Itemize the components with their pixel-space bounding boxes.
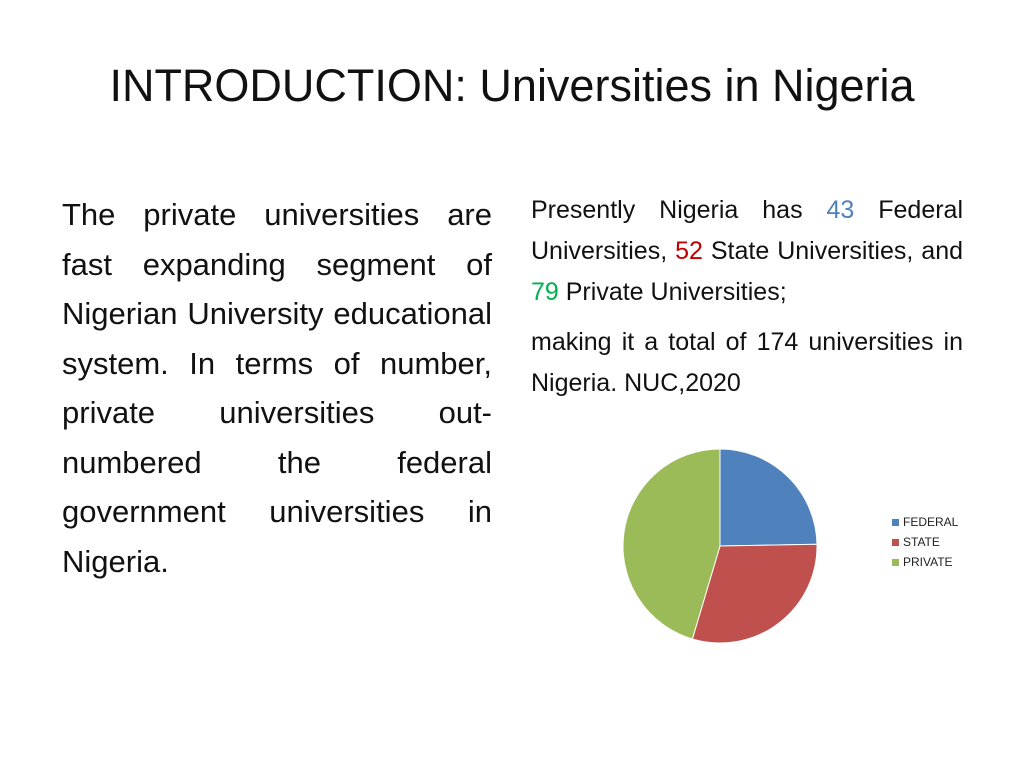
- private-count: 79: [531, 278, 559, 306]
- legend-swatch-federal: [892, 519, 899, 526]
- right-text-block: Presently Nigeria has 43 Federal Univers…: [531, 190, 963, 404]
- total-paragraph: making it a total of 174 universities in…: [531, 328, 963, 397]
- legend-swatch-state: [892, 539, 899, 546]
- federal-count: 43: [826, 196, 855, 224]
- pie-legend: FEDERAL STATE PRIVATE: [892, 515, 959, 569]
- slide-title: INTRODUCTION: Universities in Nigeria: [109, 60, 915, 111]
- legend-label-state: STATE: [903, 535, 940, 549]
- legend-label-federal: FEDERAL: [903, 515, 959, 529]
- pie-slice-federal: [719, 448, 818, 547]
- stat-state-label: State Universities, and: [702, 237, 964, 265]
- pie-slices: [622, 448, 818, 644]
- statistics-paragraph: Presently Nigeria has 43 Federal Univers…: [531, 190, 963, 313]
- left-paragraph: The private universities are fast expand…: [62, 197, 492, 579]
- legend-label-private: PRIVATE: [903, 555, 953, 569]
- state-count: 52: [675, 237, 703, 265]
- legend-swatch-private: [892, 559, 899, 566]
- stat-intro: Presently Nigeria has: [531, 196, 827, 224]
- pie-slice-private: [622, 448, 721, 640]
- pie-slice-state: [691, 543, 818, 644]
- stat-federal-label: Federal Universities,: [531, 196, 964, 265]
- stat-private-label: Private Universities;: [558, 278, 787, 306]
